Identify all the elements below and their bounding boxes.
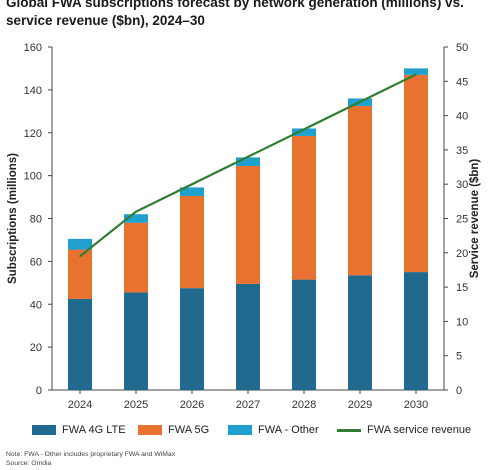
y-tick-label: 80 <box>30 214 42 226</box>
y2-tick-label: 0 <box>456 385 462 397</box>
legend-label-4g: FWA 4G LTE <box>62 424 126 436</box>
y2-tick-label: 15 <box>456 282 468 294</box>
legend-item-other: FWA - Other <box>228 424 319 436</box>
y-tick-label: 60 <box>30 256 42 268</box>
bar-4g-2026 <box>180 288 204 390</box>
bar-5g-2027 <box>236 165 260 284</box>
y2-tick-label: 45 <box>456 76 468 88</box>
chart-source: Source: Omdia <box>6 459 52 467</box>
bar-4g-2030 <box>404 272 428 390</box>
bar-4g-2027 <box>236 283 260 390</box>
y2-tick-label: 50 <box>456 42 468 54</box>
revenue-point-2024 <box>79 255 81 258</box>
legend-item-5g: FWA 5G <box>138 424 209 436</box>
y-tick-label: 120 <box>24 128 42 140</box>
y2-tick-label: 30 <box>456 179 468 191</box>
x-tick-label: 2026 <box>180 399 204 411</box>
revenue-point-2030 <box>415 73 417 76</box>
bar-4g-2028 <box>292 279 316 390</box>
legend-label-other: FWA - Other <box>258 424 319 436</box>
y-tick-label: 140 <box>24 85 42 97</box>
x-tick-label: 2025 <box>124 399 148 411</box>
revenue-point-2027 <box>247 155 249 158</box>
bar-other-2025 <box>124 214 148 223</box>
chart-notes: Note: FWA - Other includes proprietary F… <box>6 451 175 468</box>
y2-tick-label: 10 <box>456 316 468 328</box>
bar-5g-2024 <box>68 249 92 299</box>
revenue-point-2029 <box>359 101 361 103</box>
y2-tick-label: 40 <box>456 111 468 123</box>
y-tick-label: 160 <box>24 42 42 54</box>
legend-label-revenue: FWA service revenue <box>367 424 472 436</box>
bar-5g-2029 <box>348 105 372 276</box>
bar-other-2024 <box>68 238 92 250</box>
bar-other-2027 <box>236 157 260 166</box>
legend-item-4g: FWA 4G LTE <box>32 424 126 436</box>
x-tick-label: 2028 <box>292 399 316 411</box>
bar-5g-2025 <box>124 222 148 293</box>
legend-swatch-4g <box>32 425 56 435</box>
y-tick-label: 0 <box>36 385 42 397</box>
chart-note: Note: FWA - Other includes proprietary F… <box>6 451 176 458</box>
y-tick-label: 100 <box>24 171 42 183</box>
bar-other-2030 <box>404 68 428 75</box>
bar-other-2028 <box>292 128 316 136</box>
chart-plot: 0204060801001201401600510152025303540455… <box>7 42 481 411</box>
y2-tick-label: 20 <box>456 248 468 260</box>
bar-5g-2030 <box>404 74 428 273</box>
y2-tick-label: 35 <box>456 145 468 157</box>
y2-axis-title: Service revenue ($bn) <box>469 159 481 279</box>
legend-swatch-5g <box>138 425 162 435</box>
y-axis-title: Subscriptions (millions) <box>7 153 19 284</box>
bar-4g-2029 <box>348 275 372 390</box>
bar-4g-2025 <box>124 292 148 390</box>
x-tick-label: 2027 <box>236 399 260 411</box>
chart-title: Global FWA subscriptions forecast by net… <box>6 0 464 28</box>
y-tick-label: 40 <box>30 299 42 311</box>
bar-other-2026 <box>180 187 204 196</box>
revenue-point-2025 <box>135 210 137 213</box>
legend-swatch-revenue <box>337 428 361 432</box>
revenue-point-2026 <box>191 183 193 185</box>
legend-item-revenue: FWA service revenue <box>337 424 471 436</box>
x-tick-label: 2030 <box>404 399 428 411</box>
bar-4g-2024 <box>68 298 92 390</box>
y2-tick-label: 25 <box>456 214 468 226</box>
revenue-point-2028 <box>303 128 305 131</box>
bar-5g-2028 <box>292 135 316 280</box>
bar-5g-2026 <box>180 195 204 289</box>
x-tick-label: 2029 <box>348 399 372 411</box>
legend-label-5g: FWA 5G <box>168 424 210 436</box>
x-tick-label: 2024 <box>68 399 92 411</box>
y-tick-label: 20 <box>30 342 42 354</box>
chart-legend: FWA 4G LTE FWA 5G FWA - Other FWA servic… <box>10 424 485 442</box>
legend-swatch-other <box>228 425 252 435</box>
y2-tick-label: 5 <box>456 351 462 363</box>
